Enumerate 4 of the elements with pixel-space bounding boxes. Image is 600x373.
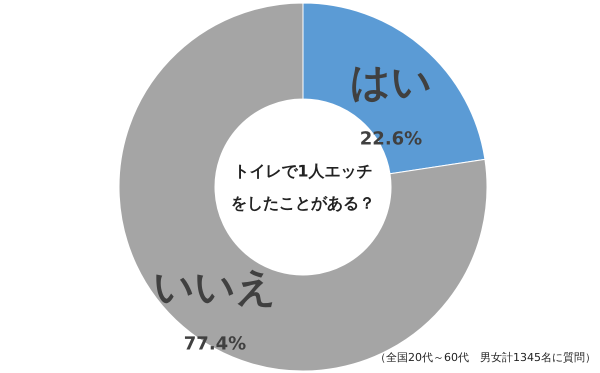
text: トイレで1人エッチをしたことがある？ bbox=[231, 161, 375, 212]
slice-label: はい bbox=[350, 60, 432, 106]
text: （全国20代～60代 男女計1345名に質問） bbox=[375, 351, 596, 364]
slice-label: いいえ bbox=[154, 264, 276, 310]
